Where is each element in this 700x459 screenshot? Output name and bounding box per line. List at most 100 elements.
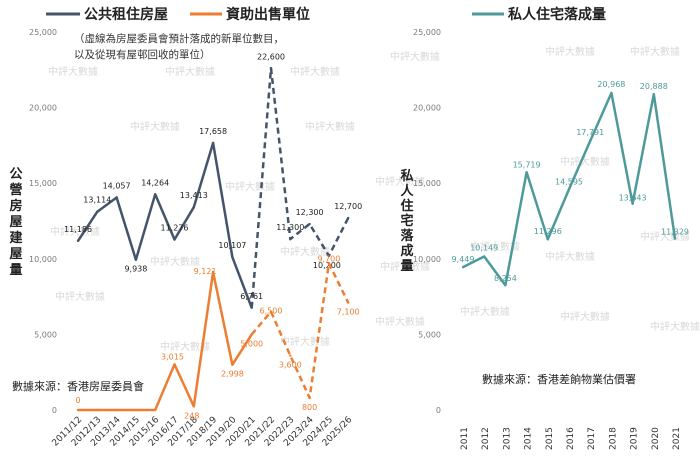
left-y-axis: 0 5,000 10,000 15,000 20,000 25,000: [29, 28, 57, 415]
right-ylabel-char-1: 人: [400, 183, 414, 199]
right-xtick-4: 2015: [545, 427, 555, 450]
right-ylabel-char-6: 量: [400, 259, 413, 274]
right-xtick-3: 2014: [524, 427, 534, 450]
left-series-0-point-8: [231, 255, 234, 259]
left-series-0-label-10: 22,600: [257, 52, 285, 61]
left-series-0-label-0: 11,186: [64, 225, 92, 234]
left-ytick-3: 15,000: [29, 179, 57, 188]
right-series-0-label-0: 9,449: [452, 255, 475, 264]
left-series-group: 11,186 13,114 14,057 9,938 14,264 11,276 13,41…: [64, 52, 362, 420]
watermark-15: 中評大數據: [380, 260, 430, 273]
left-series-1-actual-line: [78, 270, 253, 412]
left-series-1-point-3: [134, 408, 138, 412]
left-series-1-label-9: 5,000: [240, 339, 263, 348]
left-ytick-right-2: 10,000: [413, 255, 441, 264]
note-line-1: （虛線為房屋委員會預計落成的新單位數目，: [74, 32, 284, 45]
left-series-1-label-12: 800: [302, 403, 317, 412]
left-series-0-point-10: [269, 67, 273, 70]
watermark-11: 中評大數據: [560, 155, 610, 168]
right-series-0-label-6: 17,791: [576, 128, 604, 137]
left-ylabel-char-2: 房: [9, 198, 22, 214]
right-xtick-10: 2021: [672, 427, 682, 450]
watermark-8: 中評大數據: [225, 180, 275, 193]
right-series-0-point-7: [610, 91, 613, 95]
left-series-1-point-8: [231, 363, 234, 366]
left-series-0-label-14: 12,700: [334, 202, 362, 211]
watermark-2: 中評大數據: [165, 65, 215, 78]
left-ylabel-char-5: 屋: [9, 247, 22, 262]
right-series-0-label-10: 11,329: [661, 228, 689, 237]
left-series-0-actual-line: [76, 141, 253, 309]
left-ytick-2: 10,000: [29, 255, 57, 264]
legend-private: 私人住宅落成量: [508, 6, 606, 23]
right-series-0-point-8: [631, 202, 634, 205]
left-x-axis: 2011/122012/132013/142014/152015/162016/…: [51, 415, 355, 449]
left-series-0-label-4: 14,264: [141, 178, 169, 187]
legend-subsidised-sale: 資助出售單位: [226, 6, 310, 23]
left-series-0-label-5: 11,276: [161, 224, 189, 233]
right-series-0-label-7: 20,968: [597, 80, 625, 89]
watermark-3: 中評大數據: [290, 65, 340, 78]
left-ylabel-char-3: 屋: [9, 215, 22, 230]
left-series-0-point-2: [115, 196, 118, 199]
left-ytick-right-0: 0: [436, 406, 441, 415]
left-ytick-right-3: 15,000: [413, 179, 441, 188]
right-xtick-1: 2012: [481, 427, 491, 450]
left-ytick-right-5: 25,000: [413, 28, 441, 37]
left-series-0-point-9: [250, 306, 253, 309]
left-chart-secondary-y-axis: 0 5,000 10,000 15,000 20,000 25,000: [413, 28, 441, 415]
right-ylabel-char-3: 宅: [400, 213, 413, 229]
left-series-0-point-13: [327, 254, 331, 257]
right-series-0-point-3: [525, 171, 528, 174]
note-line-2: 以及從現有屋邨回收的單位）: [74, 48, 211, 61]
right-series-0-point-4: [546, 238, 549, 241]
left-series-1-point-0: [76, 408, 80, 412]
watermark-9: 中評大數據: [305, 120, 355, 133]
left-series-0-point-0: [76, 239, 80, 243]
right-series-0-label-5: 14,595: [555, 177, 583, 186]
right-series-0-point-6: [589, 139, 592, 143]
left-series-1-label-14: 7,100: [337, 308, 360, 317]
left-series-0-point-4: [154, 193, 157, 196]
left-ytick-right-4: 20,000: [413, 104, 441, 113]
left-series-1-label-5: 3,015: [161, 352, 184, 361]
left-series-0-point-1: [96, 210, 99, 213]
left-series-0-point-14: [347, 216, 350, 220]
right-series-0-point-9: [652, 92, 655, 96]
right-xtick-9: 2020: [651, 427, 661, 450]
right-series-0-point-0: [461, 265, 465, 269]
left-series-1-point-2: [115, 408, 118, 412]
watermark-1: 中評大數據: [48, 65, 98, 78]
right-series-0-label-1: 10,149: [470, 244, 498, 253]
watermark-13: 中評大數據: [150, 255, 200, 268]
left-series-0-label-13: 10,200: [313, 261, 341, 270]
left-series-1-point-10: [269, 310, 273, 313]
left-ytick-1: 5,000: [34, 330, 57, 339]
right-xtick-6: 2017: [587, 427, 597, 450]
left-ytick-0: 0: [52, 406, 57, 415]
right-ylabel-char-4: 落: [400, 228, 414, 244]
left-series-1-point-9: [250, 333, 253, 336]
left-ytick-4: 20,000: [29, 104, 57, 113]
watermark-16: 中評大數據: [470, 240, 520, 253]
watermark-7: 中評大數據: [130, 120, 180, 133]
right-ylabel-char-5: 成: [400, 243, 413, 259]
left-series-0-projected-line: [250, 67, 350, 308]
left-series-1-point-11: [289, 354, 292, 357]
right-series-0-label-4: 11,296: [534, 227, 562, 236]
left-series-1-point-6: [192, 405, 195, 408]
left-series-0-label-6: 13,413: [180, 191, 208, 200]
right-series-group: 9,449 10,149 8,254 15,719 11,296 14,595 17,791…: [452, 80, 689, 287]
right-xtick-5: 2016: [566, 427, 576, 450]
watermark-20: 中評大數據: [160, 340, 210, 353]
watermark-4: 中評大數據: [390, 50, 440, 63]
left-series-1-label-11: 3,600: [279, 361, 302, 370]
left-ytick-right-1: 5,000: [418, 330, 441, 339]
left-series-0-label-8: 10,107: [218, 241, 246, 250]
left-series-1-label-10: 6,500: [260, 307, 283, 316]
right-ylabel-char-2: 住: [400, 198, 413, 214]
left-series-0-label-2: 14,057: [103, 181, 131, 190]
watermark-21: 中評大數據: [280, 335, 330, 348]
left-series-0-point-3: [134, 258, 138, 261]
